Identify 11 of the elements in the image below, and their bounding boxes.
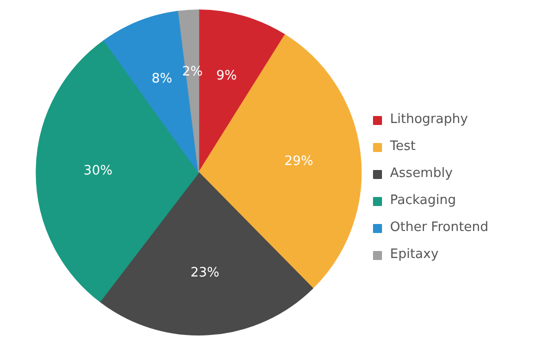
- legend-label: Epitaxy: [390, 247, 439, 262]
- legend-label: Lithography: [390, 112, 468, 127]
- legend-label: Test: [390, 139, 416, 154]
- data-label: 30%: [84, 163, 112, 178]
- legend-label: Other Frontend: [390, 220, 488, 235]
- data-label: 29%: [284, 154, 314, 170]
- data-label: 23%: [190, 265, 220, 280]
- data-label: 9%: [216, 68, 237, 84]
- legend-label: Assembly: [390, 166, 453, 181]
- legend-label: Packaging: [390, 193, 456, 208]
- data-label: 8%: [152, 71, 172, 86]
